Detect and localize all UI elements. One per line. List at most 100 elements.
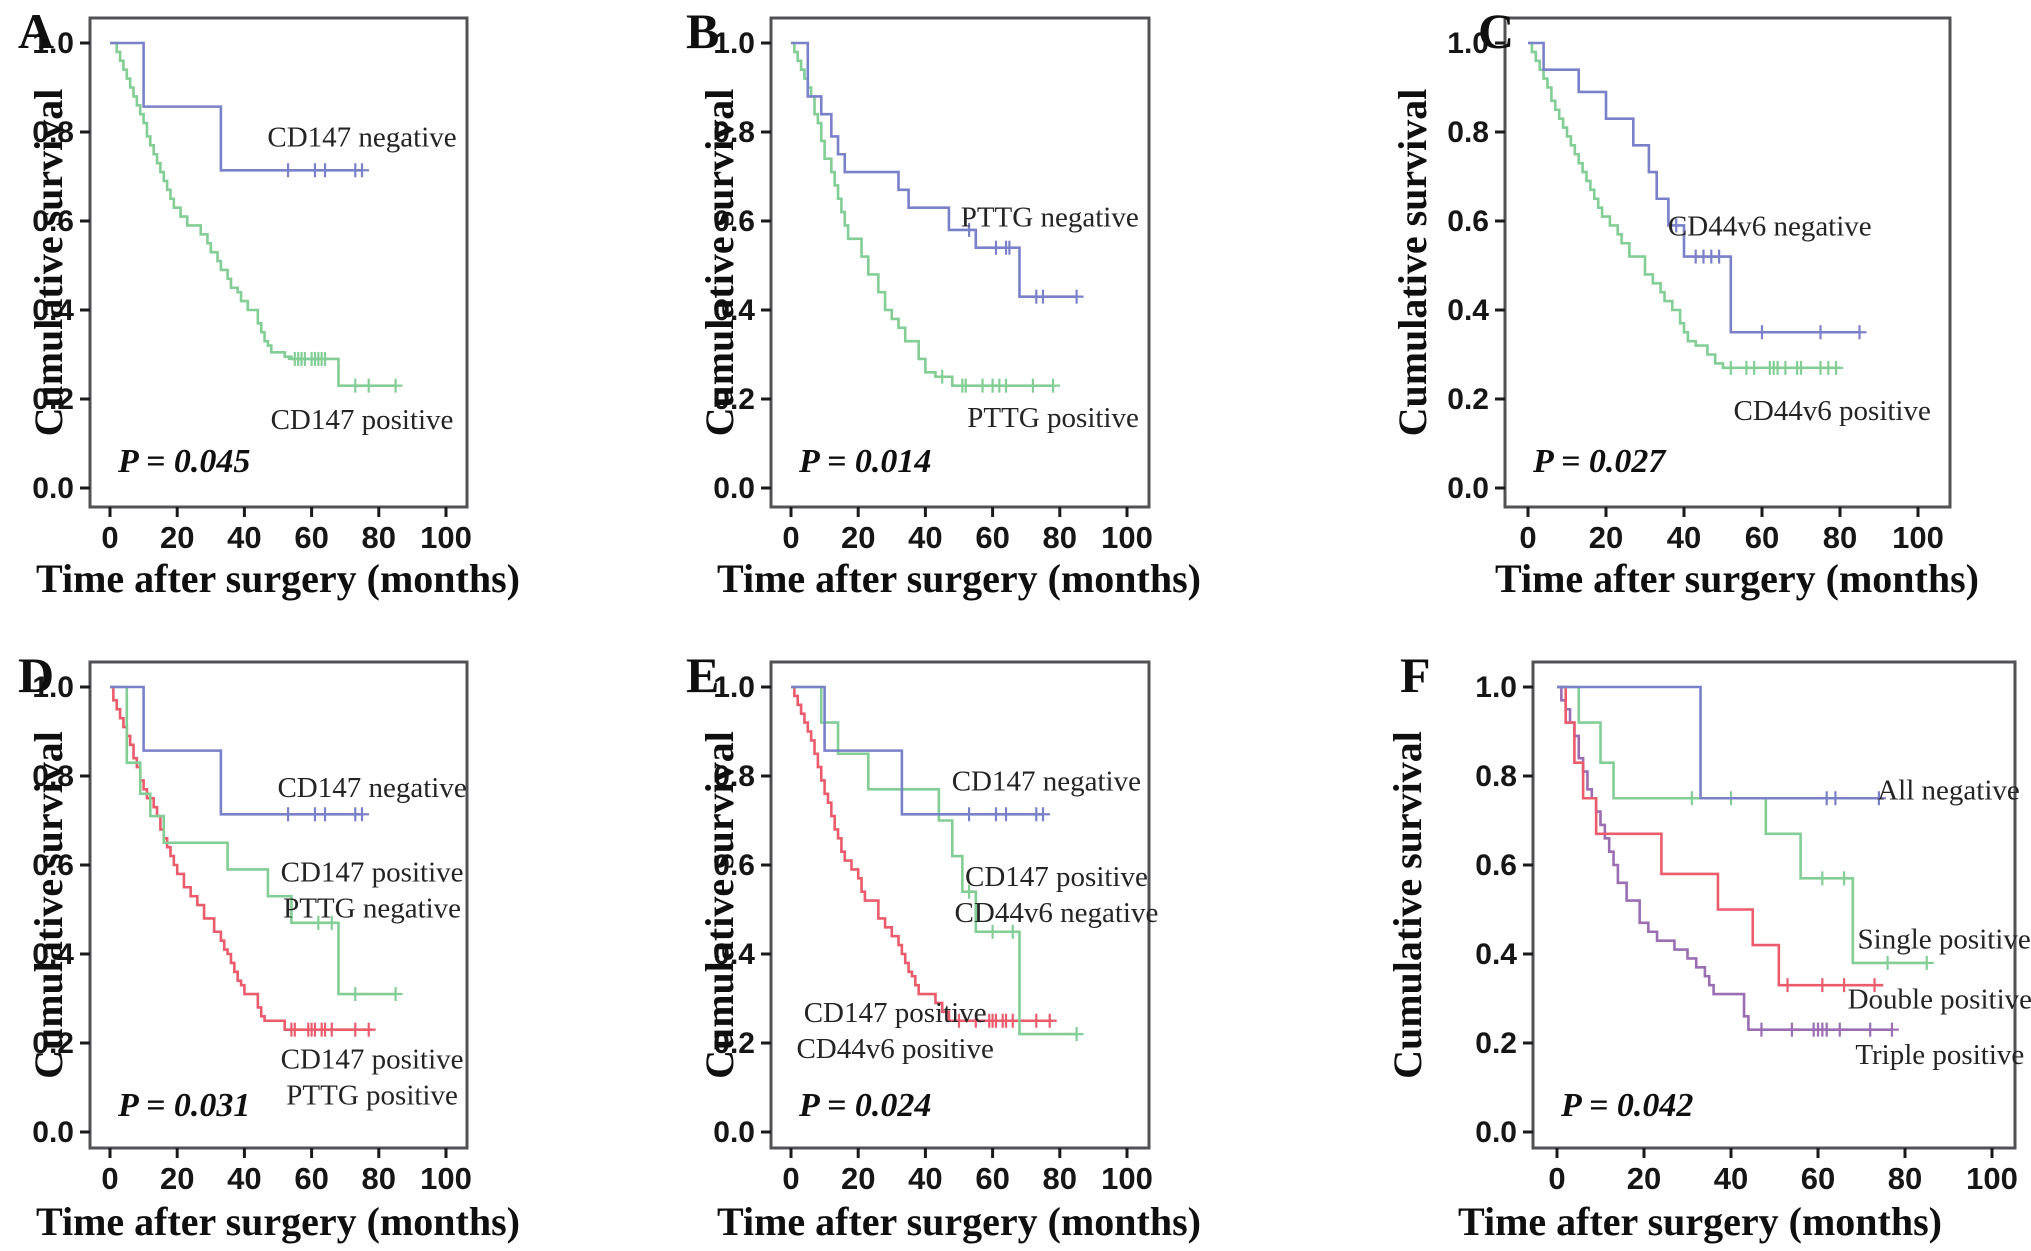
panel-D-y-tick-label: 0.6 (32, 849, 74, 882)
panel-B-y-tick-label: 0.4 (713, 294, 755, 327)
panel-E-p-value: P = 0.024 (798, 1087, 931, 1124)
panel-A-series-cd147-negative-label: CD147 negative (267, 121, 456, 153)
panel-B-x-tick-label: 0 (782, 520, 799, 555)
panel-E-y-tick-label: 0.6 (713, 849, 755, 882)
panel-B-x-tick-label: 60 (975, 520, 1009, 555)
panel-B-series-pttg-negative-label: PTTG negative (961, 202, 1139, 234)
panel-F-y-tick-label: 0.8 (1475, 760, 1517, 793)
panel-F-p-value: P = 0.042 (1560, 1087, 1693, 1124)
panel-C-y-tick-label: 0.4 (1447, 294, 1489, 327)
panel-A-y-axis-title: Cumulative survival (26, 89, 71, 437)
panel-F-series-double-positive-line (1557, 685, 1884, 987)
panel-F-x-tick-label: 80 (1888, 1161, 1922, 1196)
panel-A-x-tick-label: 100 (420, 520, 472, 555)
panel-F-series-all-negative-line (1557, 685, 1879, 800)
panel-C-p-value: P = 0.027 (1532, 443, 1667, 480)
panel-D-y-tick-label: 0.2 (32, 1027, 74, 1060)
panel-D-x-tick-label: 60 (294, 1161, 328, 1196)
panel-C-x-tick-label: 60 (1745, 520, 1779, 555)
panel-C-y-tick-label: 0.8 (1447, 116, 1489, 149)
panel-F-x-tick-label: 40 (1714, 1161, 1748, 1196)
panel-E-y-tick-label: 0.2 (713, 1027, 755, 1060)
panel-E-plot-box (769, 660, 1151, 1150)
panel-F-series-triple-positive-line (1557, 685, 1892, 1031)
panel-C-x-tick-label: 80 (1823, 520, 1857, 555)
panel-A-y-tick-label: 0.6 (32, 205, 74, 238)
panel-D-plot-box (88, 660, 469, 1150)
panel-E-x-tick-label: 60 (975, 1161, 1009, 1196)
panel-D-series-cd147-positive-pttg-negative-line (110, 685, 396, 996)
panel-D-x-tick-label: 40 (227, 1161, 261, 1196)
panel-B-x-tick-label: 40 (908, 520, 942, 555)
panel-D-x-tick-label: 20 (160, 1161, 194, 1196)
panel-E-x-axis-title: Time after surgery (months) (717, 1199, 1201, 1244)
panel-A-y-tick-label: 0.4 (32, 294, 74, 327)
panel-D-y-tick-label: 0.4 (32, 938, 74, 971)
panel-B-y-tick-label: 0.2 (713, 383, 755, 416)
panel-B-y-tick-label: 0.0 (713, 472, 755, 505)
panel-D-y-tick-label: 1.0 (32, 671, 74, 704)
panel-E-series-cd147-positive-cd44v6-positive-label: CD147 positive CD44v6 positive (796, 997, 993, 1065)
panel-C-series-cd44v6-positive-label: CD44v6 positive (1734, 395, 1931, 427)
panel-C-x-tick-label: 0 (1519, 520, 1536, 555)
panel-A-p-value: P = 0.045 (117, 443, 250, 480)
panel-A-x-tick-label: 80 (362, 520, 396, 555)
panel-A-y-tick-label: 0.0 (32, 472, 74, 505)
panel-E-x-tick-label: 80 (1043, 1161, 1077, 1196)
panel-B-plot-box (769, 16, 1151, 509)
panel-A-x-tick-label: 40 (227, 520, 261, 555)
panel-B-series-pttg-negative-line (791, 41, 1077, 298)
panel-letter-D: D (18, 647, 54, 703)
panel-B-x-axis-title: Time after surgery (months) (717, 556, 1201, 601)
panel-D-y-axis-title: Cumulative survival (26, 731, 71, 1079)
panel-D-x-tick-label: 80 (362, 1161, 396, 1196)
panel-letter-A: A (18, 3, 54, 59)
panel-A-plot-box (88, 16, 469, 509)
panel-F-x-tick-label: 0 (1548, 1161, 1565, 1196)
panel-E-x-tick-label: 40 (908, 1161, 942, 1196)
panel-F-series-all-negative-label: All negative (1877, 774, 2020, 806)
panel-D-series-cd147-negative-line (110, 685, 362, 816)
panel-C-x-tick-label: 40 (1667, 520, 1701, 555)
panel-F-x-axis-title: Time after surgery (months) (1458, 1199, 1942, 1244)
panel-B-y-tick-label: 0.6 (713, 205, 755, 238)
panel-C-y-tick-label: 1.0 (1447, 27, 1489, 60)
panel-A-x-axis-title: Time after surgery (months) (36, 556, 520, 601)
panel-D-series-cd147-positive-pttg-positive-line (110, 685, 373, 1031)
panel-letter-B: B (686, 3, 719, 59)
panel-C-plot-box (1503, 16, 1952, 509)
panel-C-series-cd44v6-positive-line (1528, 41, 1840, 370)
panel-E-series-cd147-positive-cd44v6-negative-line (791, 685, 1077, 1036)
panel-A-y-tick-label: 0.8 (32, 116, 74, 149)
panel-C-y-axis-title: Cumulative survival (1390, 89, 1435, 437)
panel-F-y-tick-label: 0.2 (1475, 1027, 1517, 1060)
panel-A-x-tick-label: 20 (160, 520, 194, 555)
panel-A-series-cd147-positive-line (110, 41, 396, 387)
panel-letter-F: F (1400, 647, 1431, 703)
panel-E-series-cd147-negative-line (791, 685, 1043, 816)
panel-D-x-tick-label: 0 (101, 1161, 118, 1196)
panel-B-series-pttg-positive-label: PTTG positive (967, 402, 1139, 434)
panel-B-x-tick-label: 20 (841, 520, 875, 555)
panel-C-x-tick-label: 20 (1589, 520, 1623, 555)
panel-A-y-tick-label: 0.2 (32, 383, 74, 416)
panel-E-y-tick-label: 0.0 (713, 1116, 755, 1149)
panel-A-y-tick-label: 1.0 (32, 27, 74, 60)
panel-F-x-tick-label: 100 (1966, 1161, 2018, 1196)
panel-F-y-tick-label: 1.0 (1475, 671, 1517, 704)
panel-F: 0.0 0.2 0.4 0.6 0.8 1.0 0 20 40 60 80 100 Time after… (1385, 647, 2031, 1244)
panel-C-x-axis-title: Time after surgery (months) (1495, 556, 1979, 601)
panel-letter-E: E (686, 647, 719, 703)
panel-D-p-value: P = 0.031 (117, 1087, 250, 1124)
panel-C-series-cd44v6-negative-label: CD44v6 negative (1668, 210, 1872, 242)
panel-D-series-cd147-positive-pttg-positive-label: CD147 positive PTTG positive (281, 1044, 464, 1112)
panel-B-p-value: P = 0.014 (798, 443, 931, 480)
panel-F-y-tick-label: 0.4 (1475, 938, 1517, 971)
panel-F-x-tick-label: 20 (1627, 1161, 1661, 1196)
panel-letter-C: C (1478, 3, 1514, 59)
panel-A-x-tick-label: 60 (294, 520, 328, 555)
panel-F-y-tick-label: 0.0 (1475, 1116, 1517, 1149)
